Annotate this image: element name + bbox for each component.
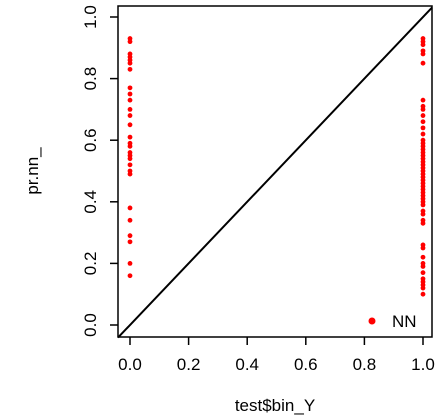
- y-axis-title: pr.nn_: [23, 147, 42, 195]
- data-point: [420, 51, 426, 57]
- x-tick-label: 0.0: [118, 355, 142, 374]
- data-point: [420, 42, 426, 48]
- x-tick-label: 0.6: [294, 355, 318, 374]
- data-point: [420, 113, 426, 118]
- data-point: [420, 245, 426, 251]
- data-point: [127, 261, 133, 266]
- points-layer: [127, 36, 426, 297]
- data-point: [420, 285, 426, 291]
- data-point: [127, 134, 133, 140]
- data-point: [420, 220, 426, 226]
- data-point: [127, 66, 133, 72]
- x-tick-label: 0.8: [353, 355, 377, 374]
- data-point: [127, 273, 133, 279]
- x-axis-title: test$bin_Y: [235, 396, 315, 415]
- x-tick-label: 1.0: [411, 355, 435, 374]
- data-point: [127, 97, 133, 103]
- y-tick-label: 0.2: [81, 252, 100, 276]
- x-tick-label: 0.2: [177, 355, 201, 374]
- data-point: [127, 91, 133, 97]
- data-point: [127, 113, 133, 118]
- data-point: [420, 119, 426, 125]
- legend: NN: [368, 312, 417, 331]
- data-point: [420, 107, 426, 112]
- data-point: [420, 254, 426, 260]
- data-point: [127, 171, 133, 177]
- data-point: [420, 264, 426, 269]
- x-tick-label: 0.4: [235, 355, 259, 374]
- data-point: [420, 97, 426, 103]
- data-point: [420, 131, 426, 137]
- data-point: [127, 85, 133, 91]
- data-point: [127, 233, 133, 239]
- data-point: [127, 205, 133, 211]
- y-tick-label: 0.6: [81, 128, 100, 152]
- data-point: [127, 60, 133, 66]
- data-point: [127, 39, 133, 45]
- data-point: [420, 60, 426, 66]
- data-point: [127, 143, 133, 149]
- y-tick-label: 0.8: [81, 67, 100, 91]
- legend-label-nn: NN: [392, 312, 417, 331]
- x-axis: 0.0 0.2 0.4 0.6 0.8 1.0: [118, 337, 435, 374]
- y-tick-label: 0.4: [81, 190, 100, 214]
- data-point: [420, 270, 426, 276]
- y-axis: 0.0 0.2 0.4 0.6 0.8 1.0: [81, 5, 118, 337]
- data-point: [420, 211, 426, 217]
- data-point: [420, 202, 426, 208]
- data-point: [420, 125, 426, 131]
- data-point: [127, 217, 133, 223]
- data-point: [420, 291, 426, 297]
- data-point: [127, 239, 133, 245]
- data-point: [127, 107, 133, 112]
- reference-diagonal-line: [117, 6, 433, 339]
- plot-frame: [117, 5, 433, 338]
- legend-marker-nn: [368, 317, 376, 325]
- data-point: [127, 156, 133, 162]
- y-tick-label: 1.0: [81, 5, 100, 29]
- data-point: [127, 122, 133, 128]
- data-point: [127, 162, 133, 168]
- y-tick-label: 0.0: [81, 313, 100, 337]
